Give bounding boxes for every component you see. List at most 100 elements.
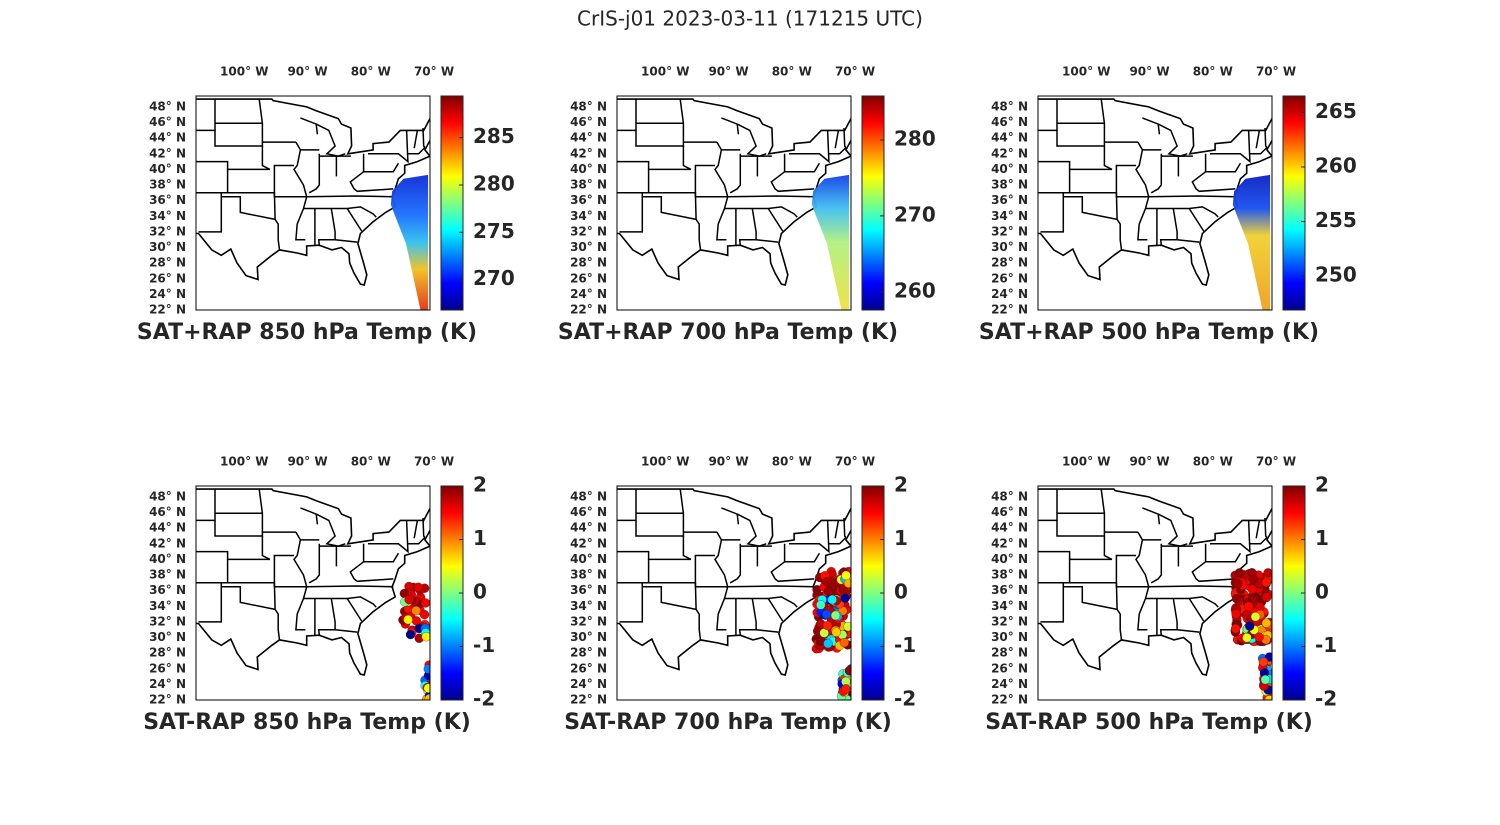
state-border xyxy=(407,536,426,545)
state-border xyxy=(834,130,840,149)
state-border xyxy=(694,192,702,250)
map-panel: 100° W 90° W 80° W 70° W 48° N 46° N 44° N42° … xyxy=(137,65,515,346)
state-border xyxy=(303,206,377,218)
map-content xyxy=(617,98,851,310)
state-border xyxy=(1157,123,1188,157)
lat-tick-label: 30° N xyxy=(570,630,607,644)
state-border xyxy=(682,146,692,171)
map-panel: 100° W 90° W 80° W 70° W 48° N 46° N 44° N42° … xyxy=(564,455,916,736)
state-border xyxy=(413,520,419,539)
difference-dot xyxy=(411,606,421,616)
state-border xyxy=(196,489,216,522)
difference-dot xyxy=(841,684,851,694)
lat-tick-label: 48° N xyxy=(991,489,1028,503)
state-border xyxy=(407,146,426,155)
difference-dot xyxy=(823,586,834,596)
lat-tick-label: 28° N xyxy=(570,256,607,270)
state-border xyxy=(736,513,767,547)
lon-tick-label: 90° W xyxy=(708,65,748,79)
lon-tick-label: 70° W xyxy=(1256,65,1296,79)
state-border xyxy=(335,238,358,243)
colorbar-tick-label: 260 xyxy=(894,278,936,302)
state-border xyxy=(1135,531,1150,631)
state-border xyxy=(273,582,281,640)
state-border xyxy=(413,130,419,149)
lat-tick-label: 30° N xyxy=(991,240,1028,254)
colorbar-tick-label: 2 xyxy=(1315,473,1329,497)
lon-tick-label: 80° W xyxy=(1193,455,1233,469)
map-content xyxy=(1038,488,1272,700)
lon-tick-label: 80° W xyxy=(1193,65,1233,79)
lat-tick-label: 26° N xyxy=(149,661,186,675)
state-border xyxy=(196,192,307,198)
lat-tick-label: 26° N xyxy=(149,271,186,285)
lat-tick-label: 42° N xyxy=(570,146,607,160)
lat-tick-label: 36° N xyxy=(991,583,1028,597)
state-border xyxy=(724,596,798,608)
lat-tick-label: 22° N xyxy=(570,303,607,317)
state-border xyxy=(196,99,216,132)
lat-tick-label: 22° N xyxy=(149,303,186,317)
state-border xyxy=(714,531,729,631)
lon-tick-label: 100° W xyxy=(641,455,689,469)
lon-tick-label: 100° W xyxy=(1062,65,1110,79)
state-border xyxy=(789,520,830,554)
colorbar-tick-label: 0 xyxy=(894,580,908,604)
lat-tick-label: 32° N xyxy=(991,614,1028,628)
difference-dot xyxy=(841,570,851,581)
difference-dot xyxy=(1234,568,1245,578)
state-border xyxy=(1188,598,1205,622)
lat-tick-label: 48° N xyxy=(570,99,607,113)
lat-tick-label: 24° N xyxy=(570,677,607,691)
state-border xyxy=(303,596,377,608)
state-border xyxy=(221,196,276,221)
state-border xyxy=(300,507,319,525)
lat-tick-label: 36° N xyxy=(570,193,607,207)
lon-tick-label: 100° W xyxy=(220,455,268,469)
lat-tick-label: 42° N xyxy=(149,536,186,550)
state-border xyxy=(1115,582,1123,640)
state-border xyxy=(362,153,400,173)
state-border xyxy=(1255,520,1261,539)
state-border xyxy=(1148,195,1236,198)
map-content xyxy=(196,98,430,310)
colorbar-tick-label: -1 xyxy=(894,633,916,657)
difference-dot xyxy=(1261,577,1272,588)
panel-title: SAT+RAP 850 hPa Temp (K) xyxy=(137,320,477,345)
map-panel: 100° W 90° W 80° W 70° W 48° N 46° N 44° N42° … xyxy=(143,455,495,736)
lat-tick-label: 26° N xyxy=(570,661,607,675)
state-border xyxy=(300,117,319,135)
state-border xyxy=(422,517,426,538)
colorbar xyxy=(440,95,464,311)
state-border xyxy=(1159,208,1178,246)
lat-tick-label: 24° N xyxy=(149,287,186,301)
state-border xyxy=(789,130,830,164)
map-frame xyxy=(616,95,852,311)
lat-tick-label: 28° N xyxy=(570,646,607,660)
state-border xyxy=(315,123,346,157)
lat-tick-label: 44° N xyxy=(149,131,186,145)
lat-tick-label: 48° N xyxy=(149,99,186,113)
state-border xyxy=(1103,536,1113,561)
state-border xyxy=(736,123,767,157)
difference-dot xyxy=(1263,568,1272,578)
colorbar-tick-label: 2 xyxy=(473,473,487,497)
map-content xyxy=(1038,98,1272,310)
difference-dot xyxy=(403,615,413,625)
colorbar-tick-label: 1 xyxy=(1315,526,1329,550)
lat-tick-label: 26° N xyxy=(991,271,1028,285)
lat-tick-label: 28° N xyxy=(991,256,1028,270)
colorbar-tick-label: 260 xyxy=(1315,153,1357,177)
lat-tick-label: 38° N xyxy=(570,178,607,192)
lat-tick-label: 24° N xyxy=(149,677,186,691)
difference-dot xyxy=(1258,657,1269,667)
retrieval-swath xyxy=(811,174,850,310)
state-border xyxy=(1264,517,1268,538)
state-border xyxy=(261,146,271,171)
state-border xyxy=(843,517,847,538)
colorbar-tick-label: 270 xyxy=(473,266,515,290)
coastline xyxy=(196,98,430,286)
state-border xyxy=(1038,160,1112,171)
lat-tick-label: 46° N xyxy=(570,505,607,519)
lat-tick-label: 34° N xyxy=(570,599,607,613)
